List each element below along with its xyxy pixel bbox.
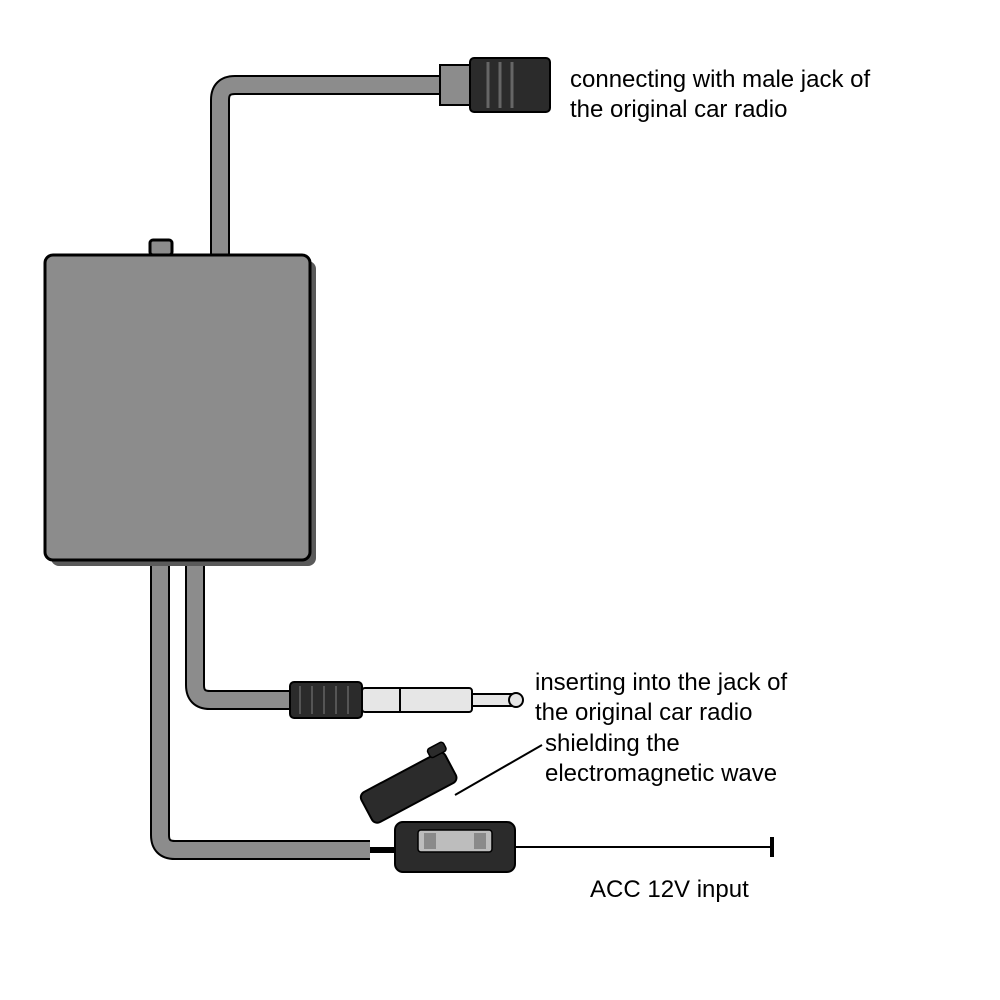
leader-line-shielding: [455, 745, 542, 795]
module-box: [45, 255, 310, 560]
label-antenna-jack: inserting into the jack of the original …: [535, 668, 787, 728]
cable-to-antenna-plug: [195, 560, 290, 700]
antenna-plug-barrel: [362, 688, 472, 712]
fuse-cap: [359, 750, 459, 825]
fuse-cap-group: [355, 741, 462, 825]
cable-to-antenna-plug-outline: [195, 560, 290, 700]
male-jack-body: [470, 58, 550, 112]
antenna-plug-tip-ball: [509, 693, 523, 707]
module-nub: [150, 240, 172, 255]
label-male-jack: connecting with male jack of the origina…: [570, 65, 870, 125]
wiring-diagram: [0, 0, 1000, 1000]
label-acc-input: ACC 12V input: [590, 875, 749, 905]
antenna-plug-tip: [472, 694, 512, 706]
male-jack-collar: [440, 65, 470, 105]
cable-to-male-jack-outline: [220, 85, 440, 255]
label-shielding: shielding the electromagnetic wave: [545, 729, 777, 789]
cable-to-male-jack: [220, 85, 440, 255]
fuse-blade-left: [424, 833, 436, 849]
fuse-blade-right: [474, 833, 486, 849]
acc-wire-end: [770, 837, 774, 857]
